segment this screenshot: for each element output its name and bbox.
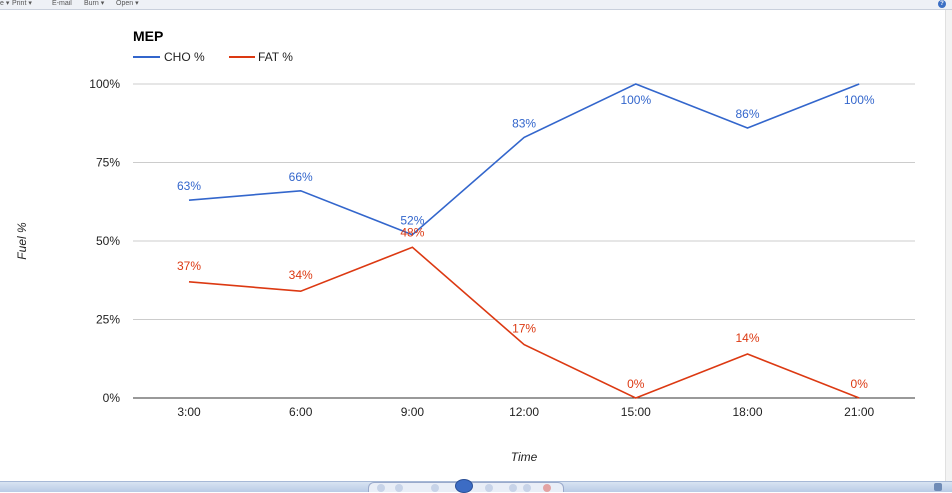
gridlines (133, 83, 915, 320)
data-label-cho: 63% (177, 179, 201, 193)
line-chart: 0% 25% 50% 75% 100% 3:00 6:00 9:00 12:00 15:00 18:… (15, 28, 915, 464)
previous-icon[interactable] (431, 484, 439, 492)
data-label-fat: 37% (177, 259, 201, 273)
y-axis-title: Fuel % (15, 222, 29, 260)
data-label-fat: 0% (627, 377, 645, 391)
x-tick-label: 18:00 (732, 405, 762, 419)
tray-icon[interactable] (934, 483, 942, 491)
x-tick-label: 21:00 (844, 405, 874, 419)
rotate-icon[interactable] (395, 484, 403, 492)
data-label-fat: 0% (851, 377, 869, 391)
x-tick-label: 9:00 (401, 405, 425, 419)
series-lines (188, 83, 860, 399)
x-tick-label: 3:00 (177, 405, 201, 419)
delete-icon[interactable] (543, 484, 551, 492)
data-label-fat: 34% (289, 268, 313, 282)
legend-label-fat: FAT % (258, 50, 293, 64)
toolbar-item-burn[interactable]: Burn ▾ (84, 0, 105, 7)
data-labels: 63% 66% 52% 83% 100% 86% 100% 37% 34% 48% 17% 0% 14%… (177, 93, 875, 391)
zoom-icon[interactable] (377, 484, 385, 492)
toolbar: e ▾ Print ▾ E-mail Burn ▾ Open ▾ ? (0, 0, 952, 10)
data-label-cho: 66% (289, 170, 313, 184)
toolbar-item-file[interactable]: e ▾ (0, 0, 10, 7)
x-tick-label: 6:00 (289, 405, 313, 419)
axes: 0% 25% 50% 75% 100% 3:00 6:00 9:00 12:00 15:00 18:… (89, 77, 915, 419)
x-axis-title: Time (511, 450, 538, 464)
toolbar-item-email[interactable]: E-mail (52, 0, 72, 7)
chart-title: MEP (133, 28, 163, 44)
legend: CHO % FAT % (133, 50, 293, 64)
toolbar-item-open[interactable]: Open ▾ (116, 0, 139, 7)
series-line-cho (188, 83, 860, 236)
y-tick-label: 75% (96, 156, 120, 170)
x-tick-label: 12:00 (509, 405, 539, 419)
legend-label-cho: CHO % (164, 50, 205, 64)
data-label-cho: 100% (844, 93, 875, 107)
play-icon[interactable] (455, 479, 473, 493)
next-icon[interactable] (485, 484, 493, 492)
rotate-right-icon[interactable] (523, 484, 531, 492)
question-icon[interactable]: ? (938, 0, 946, 8)
data-label-cho: 100% (620, 93, 651, 107)
media-player-icon[interactable] (368, 479, 564, 493)
y-tick-label: 100% (89, 77, 120, 91)
y-tick-label: 25% (96, 313, 120, 327)
data-label-fat: 17% (512, 322, 536, 336)
taskbar (0, 479, 952, 493)
y-tick-label: 50% (96, 234, 120, 248)
data-label-fat: 48% (400, 225, 424, 239)
y-tick-label: 0% (103, 391, 121, 405)
vertical-scrollbar[interactable] (945, 10, 952, 484)
data-label-cho: 52% (400, 214, 424, 228)
data-label-cho: 83% (512, 116, 536, 130)
data-label-cho: 86% (735, 107, 759, 121)
rotate-left-icon[interactable] (509, 484, 517, 492)
series-line-fat (188, 246, 860, 399)
x-tick-label: 15:00 (621, 405, 651, 419)
data-label-fat: 14% (735, 331, 759, 345)
toolbar-item-print[interactable]: Print ▾ (12, 0, 32, 7)
